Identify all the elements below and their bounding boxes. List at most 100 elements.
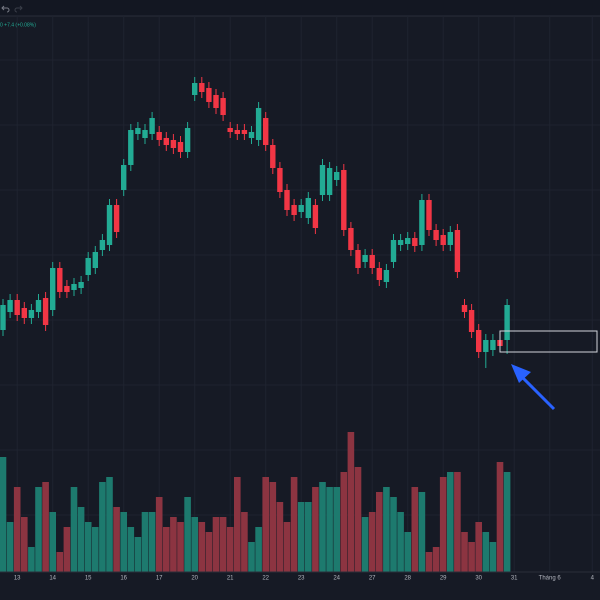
volume-bar [120,512,127,572]
candle-body [113,205,120,232]
arrow-head [511,364,531,383]
volume-bar [127,527,135,572]
volume-bar [148,512,156,572]
undo-icon[interactable] [1,5,10,13]
volume-bar [205,532,213,572]
candle-body [192,83,198,95]
volume-bar [177,522,184,572]
volume-bar [212,517,220,572]
candle-body [0,305,6,330]
volume-bar [425,552,433,572]
volume-bar [77,507,85,572]
candle-body [284,190,290,210]
volume-bar [290,477,298,572]
volume-bar [482,532,490,572]
candle-body [383,270,390,282]
x-tick-label: 15 [85,576,92,582]
candle-body [28,310,35,318]
x-tick-label: 21 [227,576,234,582]
volume-bar [155,497,163,572]
candle-body [121,165,127,190]
candle-body [504,305,510,340]
candle-body [35,300,42,312]
candle-body [227,128,233,132]
volume-bar [198,522,206,572]
volume-bar [226,527,234,572]
volume-bar [49,512,56,572]
candle-body [319,165,326,195]
volume-bar [21,517,28,572]
x-tick-label: 14 [49,576,56,582]
volume-bar [163,527,170,572]
candle-body [397,240,404,245]
volume-bar [503,472,511,572]
candle-body [483,340,489,352]
volume-bar [6,522,14,572]
candle-body [270,145,276,168]
x-tick-label: 31 [511,576,518,582]
volume-bar [276,502,284,572]
candle-body [298,205,304,212]
candle-body [106,205,113,245]
volume-bar [113,507,120,572]
grid [0,59,600,516]
candle-body [291,205,297,215]
x-tick-label: 29 [440,576,447,582]
volume-bar [354,467,362,572]
candle-body [468,310,475,332]
candle-body [490,340,496,350]
volume-bar [340,472,348,572]
volume-bar [319,482,326,572]
volume-bar [234,477,241,572]
candle-body [220,98,226,115]
x-tick-label: Tháng 6 [539,576,562,582]
volume-bar [63,527,71,572]
x-tick-label: 20 [191,576,198,582]
volume-bar [184,497,191,572]
volume-bar [361,517,369,572]
volume-bar [432,547,440,572]
volume-bar [283,522,291,572]
x-tick-label: 13 [14,576,21,582]
volume-bar [42,482,49,572]
volume-bar [28,547,35,572]
candle-body [92,252,98,268]
candle-body [78,282,84,288]
volume-bar [418,492,426,572]
volume-bar [297,502,305,572]
candle-body [170,140,177,148]
volume-bar [191,517,198,572]
volume-bar [347,432,355,572]
candle-body [206,88,212,102]
candle-body [42,298,49,325]
candle-body [334,172,340,180]
candle-body [149,118,155,134]
arrow [511,364,556,411]
x-tick-label: 4 [591,576,595,582]
x-tick-label: 30 [475,576,482,582]
volume-bar [489,542,497,572]
candle-body [305,198,311,218]
volume-bar [255,527,262,572]
candle-body [412,238,418,246]
candle-body [142,130,148,138]
volume-bar [404,532,411,572]
candle-body [419,200,425,245]
volume-bar [248,542,255,572]
x-tick-label: 23 [298,576,305,582]
volume-bar [262,477,269,572]
candle-body [199,83,205,92]
volume-bar [397,512,404,572]
candle-body [21,308,27,318]
volume-bar [461,532,468,572]
volume-bar [312,487,319,572]
redo-icon[interactable] [14,5,23,13]
rectangle-drawing[interactable] [499,330,598,353]
x-tick-label: 22 [262,576,269,582]
volume-bar [56,552,64,572]
candle-body [355,250,361,268]
volume-bar [475,522,482,572]
candle-body [128,130,134,165]
candle-body [362,255,368,262]
volume-bar [241,512,248,572]
